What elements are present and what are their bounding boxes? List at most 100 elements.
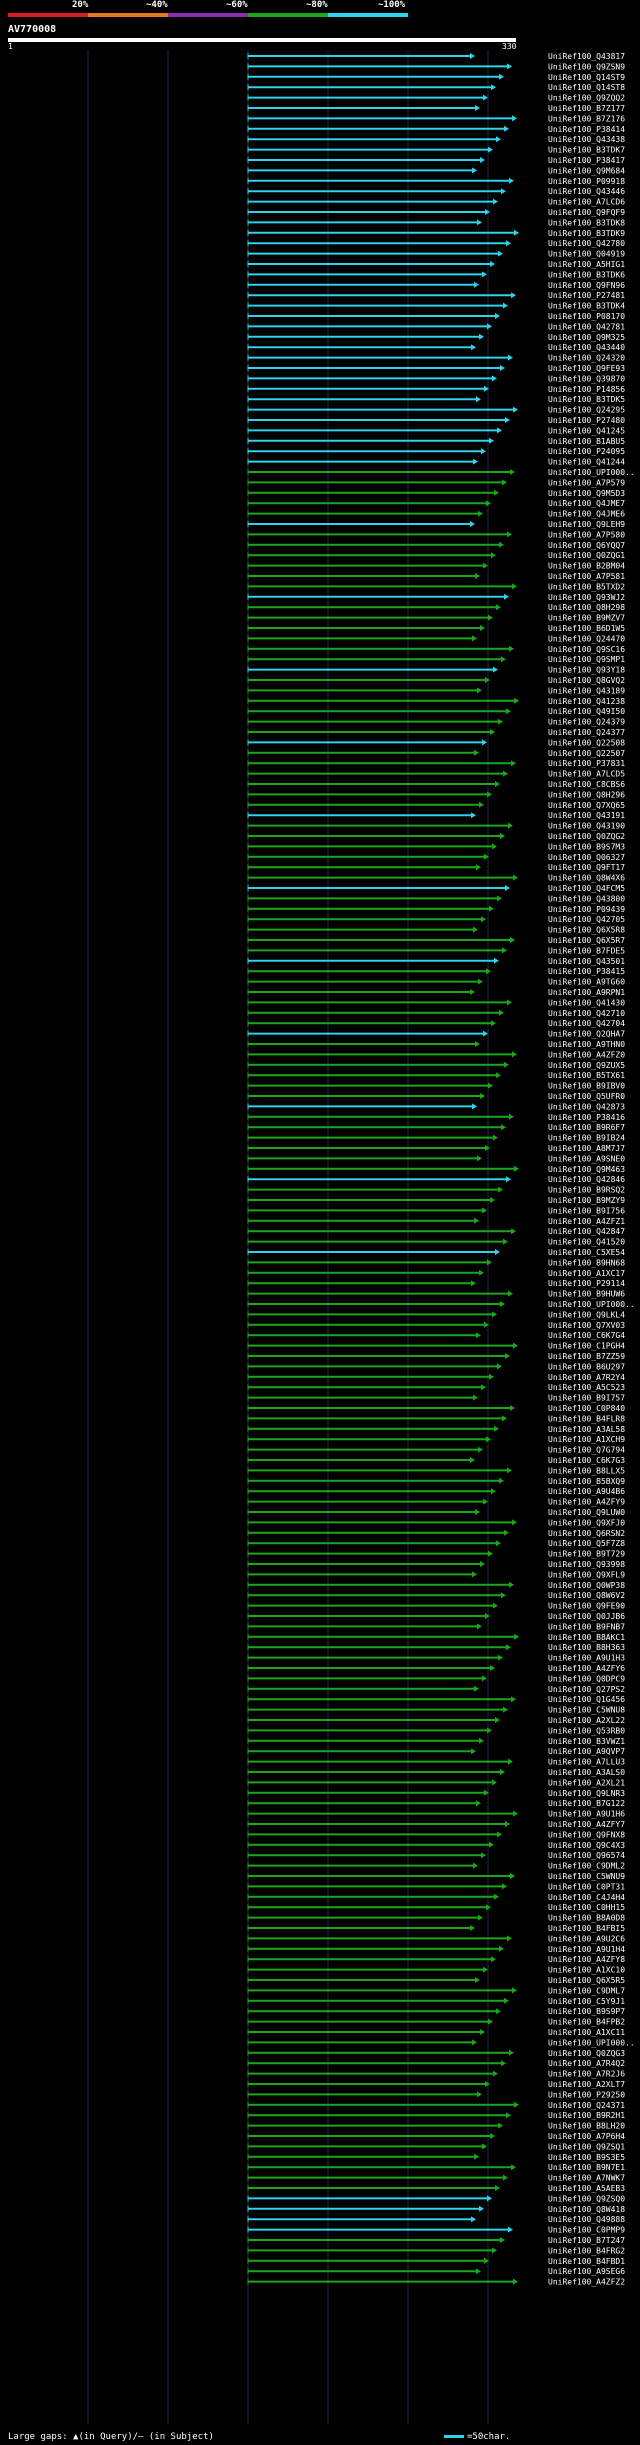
hit-label[interactable]: UniRef100_Q41245 bbox=[548, 426, 625, 435]
hit-row[interactable]: UniRef100_Q8GVQ2 bbox=[247, 676, 625, 685]
hit-row[interactable]: UniRef100_Q93WJ2 bbox=[247, 593, 625, 602]
hit-label[interactable]: UniRef100_Q9ZSQ1 bbox=[548, 2142, 625, 2151]
hit-label[interactable]: UniRef100_C6K7G4 bbox=[548, 1331, 625, 1340]
hit-label[interactable]: UniRef100_A9U2C6 bbox=[548, 1934, 625, 1943]
hit-label[interactable]: UniRef100_B3VWZ1 bbox=[548, 1737, 625, 1746]
hit-label[interactable]: UniRef100_A7P580 bbox=[548, 530, 625, 539]
hit-label[interactable]: UniRef100_C8CBS6 bbox=[548, 780, 625, 789]
hit-label[interactable]: UniRef100_Q93Y18 bbox=[548, 666, 625, 675]
hit-row[interactable]: UniRef100_P09918 bbox=[247, 177, 625, 186]
hit-label[interactable]: UniRef100_B9MZY9 bbox=[548, 1196, 625, 1205]
hit-row[interactable]: UniRef100_C6K7G4 bbox=[247, 1331, 625, 1340]
hit-label[interactable]: UniRef100_Q8W418 bbox=[548, 2205, 625, 2214]
hit-label[interactable]: UniRef100_P24095 bbox=[548, 447, 625, 456]
hit-row[interactable]: UniRef100_Q42873 bbox=[247, 1102, 625, 1111]
hit-label[interactable]: UniRef100_B3TDK5 bbox=[548, 395, 625, 404]
hit-row[interactable]: UniRef100_Q41238 bbox=[247, 697, 625, 706]
hit-row[interactable]: UniRef100_B7Z177 bbox=[247, 104, 625, 113]
hit-row[interactable]: UniRef100_Q7XQ65 bbox=[247, 801, 625, 810]
hit-row[interactable]: UniRef100_B5BXQ9 bbox=[247, 1477, 625, 1486]
hit-label[interactable]: UniRef100_B5TXD2 bbox=[548, 582, 625, 591]
hit-row[interactable]: UniRef100_P38417 bbox=[247, 156, 625, 165]
hit-label[interactable]: UniRef100_P29250 bbox=[548, 2090, 625, 2099]
hit-row[interactable]: UniRef100_Q9XFJ0 bbox=[247, 1518, 625, 1527]
hit-label[interactable]: UniRef100_A1XC11 bbox=[548, 2028, 625, 2037]
hit-label[interactable]: UniRef100_Q93998 bbox=[548, 1560, 625, 1569]
hit-row[interactable]: UniRef100_Q9LEH9 bbox=[247, 520, 625, 529]
hit-label[interactable]: UniRef100_B9RSQ2 bbox=[548, 1186, 625, 1195]
hit-label[interactable]: UniRef100_Q5UFR0 bbox=[548, 1092, 625, 1101]
hit-label[interactable]: UniRef100_Q9ZSQ0 bbox=[548, 2194, 625, 2203]
hit-row[interactable]: UniRef100_Q22507 bbox=[247, 749, 625, 758]
hit-row[interactable]: UniRef100_P08170 bbox=[247, 312, 625, 321]
hit-row[interactable]: UniRef100_Q96574 bbox=[247, 1851, 625, 1860]
hit-label[interactable]: UniRef100_Q9FE93 bbox=[548, 364, 625, 373]
hit-row[interactable]: UniRef100_P27480 bbox=[247, 416, 625, 425]
hit-row[interactable]: UniRef100_Q41245 bbox=[247, 426, 625, 435]
hit-row[interactable]: UniRef100_A7NWK7 bbox=[247, 2174, 625, 2183]
hit-row[interactable]: UniRef100_A9QVP7 bbox=[247, 1747, 625, 1756]
hit-row[interactable]: UniRef100_B5TXD2 bbox=[247, 582, 625, 591]
hit-row[interactable]: UniRef100_Q14ST9 bbox=[247, 73, 625, 82]
hit-row[interactable]: UniRef100_Q42705 bbox=[247, 915, 625, 924]
hit-label[interactable]: UniRef100_Q4JME6 bbox=[548, 510, 625, 519]
hit-label[interactable]: UniRef100_C6K7G3 bbox=[548, 1456, 625, 1465]
hit-row[interactable]: UniRef100_B7ZZ59 bbox=[247, 1352, 625, 1361]
hit-label[interactable]: UniRef100_Q0ZQG1 bbox=[548, 551, 625, 560]
hit-row[interactable]: UniRef100_P09439 bbox=[247, 905, 625, 914]
hit-label[interactable]: UniRef100_B6D1W5 bbox=[548, 624, 625, 633]
hit-label[interactable]: UniRef100_Q43440 bbox=[548, 343, 625, 352]
hit-row[interactable]: UniRef100_Q8H296 bbox=[247, 790, 625, 799]
hit-label[interactable]: UniRef100_Q43438 bbox=[548, 135, 625, 144]
hit-row[interactable]: UniRef100_B6D1W5 bbox=[247, 624, 625, 633]
hit-label[interactable]: UniRef100_Q41430 bbox=[548, 998, 625, 1007]
hit-label[interactable]: UniRef100_A7LCD6 bbox=[548, 198, 625, 207]
hit-label[interactable]: UniRef100_Q96574 bbox=[548, 1851, 625, 1860]
hit-label[interactable]: UniRef100_C0HH15 bbox=[548, 1903, 625, 1912]
hit-row[interactable]: UniRef100_A1XCH9 bbox=[247, 1435, 625, 1444]
hit-row[interactable]: UniRef100_B8AKC1 bbox=[247, 1633, 625, 1642]
hit-label[interactable]: UniRef100_Q9FT17 bbox=[548, 863, 625, 872]
hit-label[interactable]: UniRef100_Q04919 bbox=[548, 250, 625, 259]
hit-row[interactable]: UniRef100_Q04919 bbox=[247, 250, 625, 259]
hit-label[interactable]: UniRef100_A8M7J7 bbox=[548, 1144, 625, 1153]
hit-row[interactable]: UniRef100_C4J4H4 bbox=[247, 1893, 625, 1902]
hit-row[interactable]: UniRef100_Q24470 bbox=[247, 634, 625, 643]
hit-row[interactable]: UniRef100_B5TX61 bbox=[247, 1071, 625, 1080]
hit-label[interactable]: UniRef100_Q6X5R8 bbox=[548, 926, 625, 935]
hit-label[interactable]: UniRef100_A9U1H4 bbox=[548, 1945, 625, 1954]
hit-label[interactable]: UniRef100_Q9LEH9 bbox=[548, 520, 625, 529]
hit-label[interactable]: UniRef100_P27481 bbox=[548, 291, 625, 300]
hit-row[interactable]: UniRef100_Q9FN96 bbox=[247, 281, 625, 290]
hit-label[interactable]: UniRef100_Q9ZQQ2 bbox=[548, 94, 625, 103]
hit-label[interactable]: UniRef100_Q7XQ65 bbox=[548, 801, 625, 810]
hit-label[interactable]: UniRef100_Q41520 bbox=[548, 1238, 625, 1247]
hit-row[interactable]: UniRef100_Q43501 bbox=[247, 957, 625, 966]
hit-label[interactable]: UniRef100_Q24377 bbox=[548, 728, 625, 737]
hit-label[interactable]: UniRef100_A3ALS0 bbox=[548, 1768, 625, 1777]
hit-label[interactable]: UniRef100_B9HN68 bbox=[548, 1258, 625, 1267]
hit-label[interactable]: UniRef100_Q4FCM5 bbox=[548, 884, 625, 893]
hit-label[interactable]: UniRef100_Q06327 bbox=[548, 853, 625, 862]
hit-row[interactable]: UniRef100_Q43438 bbox=[247, 135, 625, 144]
hit-row[interactable]: UniRef100_A9U1H4 bbox=[247, 1945, 625, 1954]
hit-label[interactable]: UniRef100_Q42710 bbox=[548, 1009, 625, 1018]
hit-label[interactable]: UniRef100_Q42847 bbox=[548, 1227, 625, 1236]
hit-label[interactable]: UniRef100_Q49I50 bbox=[548, 707, 625, 716]
hit-row[interactable]: UniRef100_Q4JME6 bbox=[247, 510, 625, 519]
hit-label[interactable]: UniRef100_P38416 bbox=[548, 1113, 625, 1122]
hit-label[interactable]: UniRef100_B7Z177 bbox=[548, 104, 625, 113]
hit-label[interactable]: UniRef100_Q9LUW0 bbox=[548, 1508, 625, 1517]
hit-row[interactable]: UniRef100_P38414 bbox=[247, 125, 625, 134]
hit-row[interactable]: UniRef100_Q0ZQG1 bbox=[247, 551, 625, 560]
hit-label[interactable]: UniRef100_A7P581 bbox=[548, 572, 625, 581]
hit-row[interactable]: UniRef100_B1ABU5 bbox=[247, 437, 625, 446]
hit-label[interactable]: UniRef100_C9DML2 bbox=[548, 1862, 625, 1871]
hit-label[interactable]: UniRef100_Q0WP38 bbox=[548, 1581, 625, 1590]
hit-row[interactable]: UniRef100_Q6X5R8 bbox=[247, 926, 625, 935]
hit-label[interactable]: UniRef100_B4FBD1 bbox=[548, 2257, 625, 2266]
hit-row[interactable]: UniRef100_UPI000.. bbox=[247, 2038, 635, 2047]
hit-label[interactable]: UniRef100_Q14ST8 bbox=[548, 83, 625, 92]
hit-row[interactable]: UniRef100_Q6YQQ7 bbox=[247, 541, 625, 550]
hit-row[interactable]: UniRef100_Q49888 bbox=[247, 2215, 625, 2224]
